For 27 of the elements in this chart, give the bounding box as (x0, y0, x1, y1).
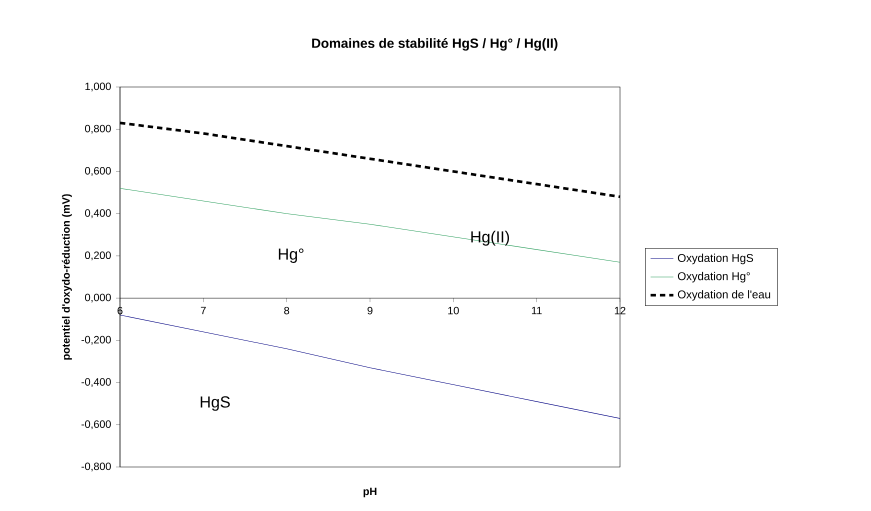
legend-label: Oxydation HgS (678, 254, 754, 264)
x-axis-title: pH (364, 488, 376, 498)
x-tick-label: 11 (532, 306, 542, 314)
line-series (120, 188, 620, 262)
y-tick-label: 0,600 (85, 167, 111, 176)
annotation: HgS (200, 396, 230, 411)
chart-title: Domaines de stabilité HgS / Hg° / Hg(II) (312, 38, 558, 51)
y-tick-label: -0,800 (82, 462, 111, 472)
legend-label: Oxydation de l'eau (678, 290, 770, 301)
y-axis-title: potentiel d'oxydo-réduction (mV) (62, 194, 72, 360)
annotation: Hg° (278, 248, 304, 263)
y-tick-label: -0,600 (82, 420, 111, 430)
y-tick-label: 0,000 (85, 294, 111, 303)
x-tick-label: 10 (448, 306, 459, 314)
line-series (120, 314, 620, 419)
legend-label: Oxydation Hg° (678, 272, 750, 282)
y-tick-label: 0,400 (85, 209, 111, 218)
annotation: Hg(II) (471, 230, 510, 246)
x-tick-label: 8 (284, 306, 290, 314)
x-tick-label: 7 (200, 306, 206, 314)
y-tick-label: 0,800 (85, 124, 111, 134)
y-tick-label: 0,200 (85, 251, 111, 260)
y-tick-label: -0,400 (82, 378, 111, 387)
y-tick-label: 1,000 (85, 82, 111, 92)
x-tick-label: 9 (368, 306, 372, 314)
y-tick-label: -0,200 (82, 336, 111, 345)
x-tick-label: 12 (614, 306, 626, 314)
